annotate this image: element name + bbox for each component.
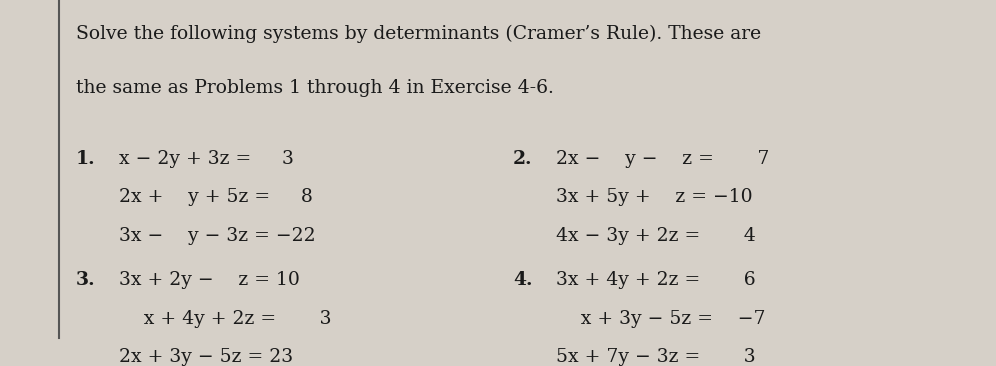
Text: 4x − 3y + 2z =   4: 4x − 3y + 2z = 4 xyxy=(556,227,755,245)
Text: 2x + 3y − 5z = 23: 2x + 3y − 5z = 23 xyxy=(119,348,293,366)
Text: 3x −  y − 3z = −22: 3x − y − 3z = −22 xyxy=(119,227,315,245)
Text: x − 2y + 3z =   3: x − 2y + 3z = 3 xyxy=(119,150,294,168)
Text: 2.: 2. xyxy=(513,150,533,168)
Text: x + 3y − 5z =  −7: x + 3y − 5z = −7 xyxy=(556,310,765,328)
Text: 3x + 5y +  z = −10: 3x + 5y + z = −10 xyxy=(556,188,752,206)
Text: 1.: 1. xyxy=(76,150,96,168)
Text: x + 4y + 2z =   3: x + 4y + 2z = 3 xyxy=(119,310,331,328)
Text: Solve the following systems by determinants (Cramer’s Rule). These are: Solve the following systems by determina… xyxy=(76,25,761,43)
Text: 5x + 7y − 3z =   3: 5x + 7y − 3z = 3 xyxy=(556,348,755,366)
Text: 2x +  y + 5z =   8: 2x + y + 5z = 8 xyxy=(119,188,313,206)
Text: 3.: 3. xyxy=(76,271,96,289)
Text: 3x + 2y −  z = 10: 3x + 2y − z = 10 xyxy=(119,271,300,289)
Text: 4.: 4. xyxy=(513,271,533,289)
Text: 3x + 4y + 2z =   6: 3x + 4y + 2z = 6 xyxy=(556,271,755,289)
Text: 2x −  y −  z =   7: 2x − y − z = 7 xyxy=(556,150,769,168)
Text: the same as Problems 1 through 4 in Exercise 4-6.: the same as Problems 1 through 4 in Exer… xyxy=(76,79,554,97)
